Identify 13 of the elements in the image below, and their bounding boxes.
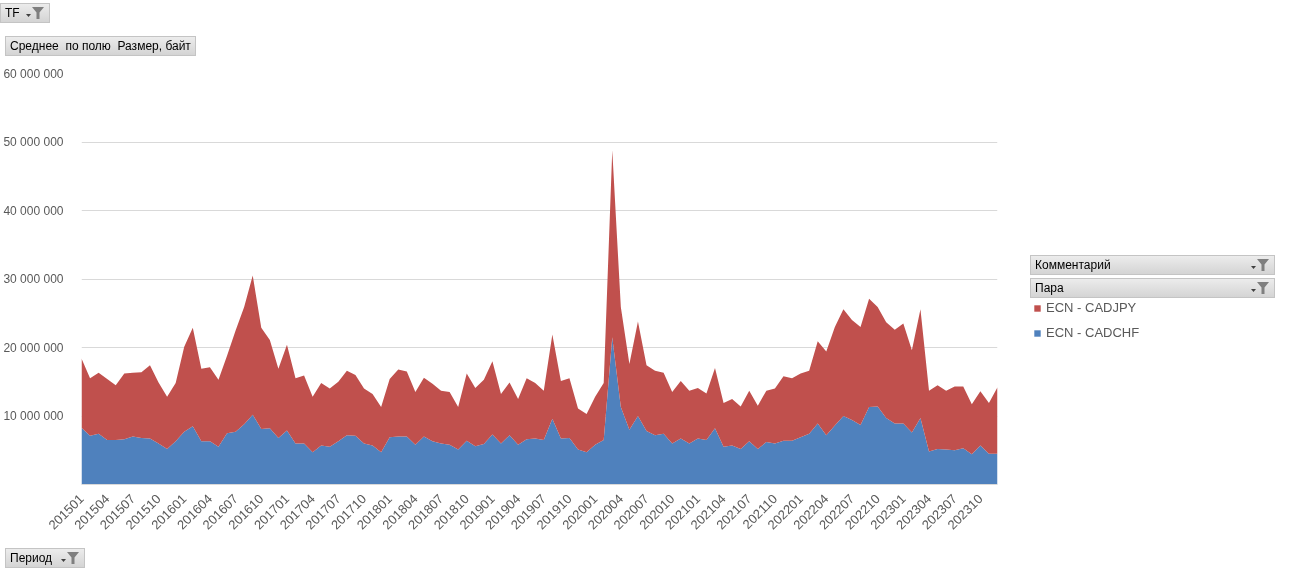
legend-label: ECN - CADJPY: [1046, 300, 1137, 315]
legend-label: ECN - CADCHF: [1046, 325, 1140, 340]
y-tick-label: 20 000 000: [3, 340, 64, 355]
text: Пара: [1035, 281, 1064, 295]
y-tick-label: 60 000 000: [3, 66, 64, 81]
y-tick-label: 50 000 000: [3, 135, 64, 149]
x-axis-title: Период: [10, 551, 53, 565]
y-axis-title: Среднее по полю Размер, байт: [10, 39, 191, 53]
y-tick-label: 30 000 000: [3, 272, 64, 286]
y-tick-label: 10 000 000: [3, 409, 64, 423]
text: TF: [5, 6, 20, 20]
text: Комментарий: [1035, 258, 1111, 272]
y-tick-label: 40 000 000: [3, 203, 64, 218]
